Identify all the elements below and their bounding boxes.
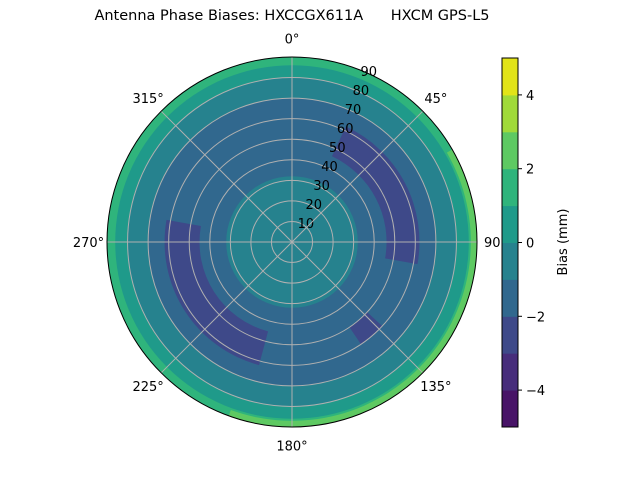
colorbar-label: Bias (mm): [556, 209, 571, 276]
radial-tick-label: 30: [313, 179, 330, 194]
angle-tick-label: 90°: [484, 236, 507, 251]
radial-tick-label: 40: [321, 160, 338, 175]
colorbar-tick-label: −4: [526, 384, 545, 399]
colorbar-segment: [502, 205, 518, 243]
radial-tick-label: 80: [353, 84, 370, 99]
angle-tick-label: 135°: [420, 380, 451, 395]
radial-tick-label: 60: [337, 122, 354, 137]
colorbar-segment: [502, 131, 518, 170]
angle-tick-label: 45°: [424, 92, 447, 107]
radial-tick-label: 20: [305, 198, 322, 213]
angular-gridline: [160, 241, 293, 374]
radial-tick-label: 50: [329, 141, 346, 156]
angle-tick-label: 270°: [73, 236, 104, 251]
angle-tick-label: 315°: [132, 92, 163, 107]
angle-tick-label: 0°: [285, 33, 300, 48]
colorbar-tick-label: 4: [526, 89, 534, 104]
colorbar-tick-label: −2: [526, 310, 545, 325]
angle-tick-label: 180°: [276, 440, 307, 455]
contour-region: [331, 126, 420, 265]
angular-gridline: [291, 110, 424, 243]
radial-tick-label: 70: [345, 103, 362, 118]
angular-gridline: [291, 241, 424, 374]
colorbar-segment: [502, 353, 518, 391]
radial-tick-label: 90: [361, 65, 378, 80]
angular-gridline: [160, 110, 293, 243]
colorbar-segment: [502, 390, 518, 428]
polar-frame: [106, 56, 478, 428]
contour-region: [349, 312, 383, 345]
colorbar-segment: [502, 279, 518, 317]
colorbar-segment: [502, 58, 518, 96]
colorbar-tick-label: 2: [526, 163, 534, 178]
chart-title: Antenna Phase Biases: HXCCGX611A HXCM GP…: [94, 8, 490, 24]
colorbar-segment: [502, 168, 518, 207]
angle-tick-label: 225°: [132, 380, 163, 395]
colorbar-segment: [502, 316, 518, 354]
radial-tick-label: 10: [298, 217, 315, 232]
colorbar-tick-label: 0: [526, 237, 534, 252]
colorbar-segment: [502, 94, 518, 133]
colorbar-segment: [502, 242, 518, 280]
